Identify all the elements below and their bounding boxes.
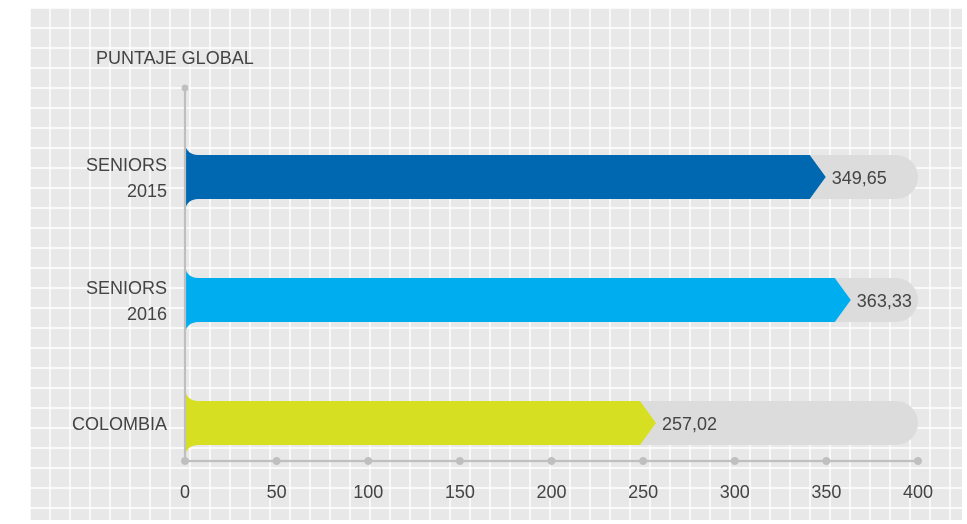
x-tick-dot [181,457,189,465]
bar-3 [185,390,656,456]
x-tick-label: 350 [811,482,841,502]
bar-1 [185,144,826,210]
category-label-3: COLOMBIA [72,414,167,434]
x-tick-label: 150 [445,482,475,502]
chart-title: PUNTAJE GLOBAL [96,48,254,68]
bar-2 [185,267,851,333]
x-tick-dot [730,457,739,465]
axes [181,84,922,465]
x-tick-dot [822,457,831,465]
y-axis-end-dot [181,84,189,92]
labels: 349,65 SENIORS 2015 363,33 SENIORS 2016 257,02… [72,155,933,502]
x-tick-label: 250 [628,482,658,502]
bar-layer [185,144,851,456]
category-label-1: SENIORS 2015 [86,155,167,201]
value-label-2: 363,33 [857,291,912,311]
x-tick-dot [639,457,648,465]
x-tick-dot [272,457,281,465]
x-tick-label: 200 [536,482,566,502]
x-tick-label: 400 [903,482,933,502]
x-tick-label: 100 [353,482,383,502]
x-tick-label: 0 [180,482,190,502]
x-tick-dot [914,457,922,465]
x-tick-dot [364,457,373,465]
x-tick-label: 50 [267,482,287,502]
category-label-2: SENIORS 2016 [86,278,167,324]
x-tick-dot [455,457,464,465]
x-tick-dot [547,457,556,465]
value-label-3: 257,02 [662,414,717,434]
x-tick-label: 300 [720,482,750,502]
value-label-1: 349,65 [832,168,887,188]
